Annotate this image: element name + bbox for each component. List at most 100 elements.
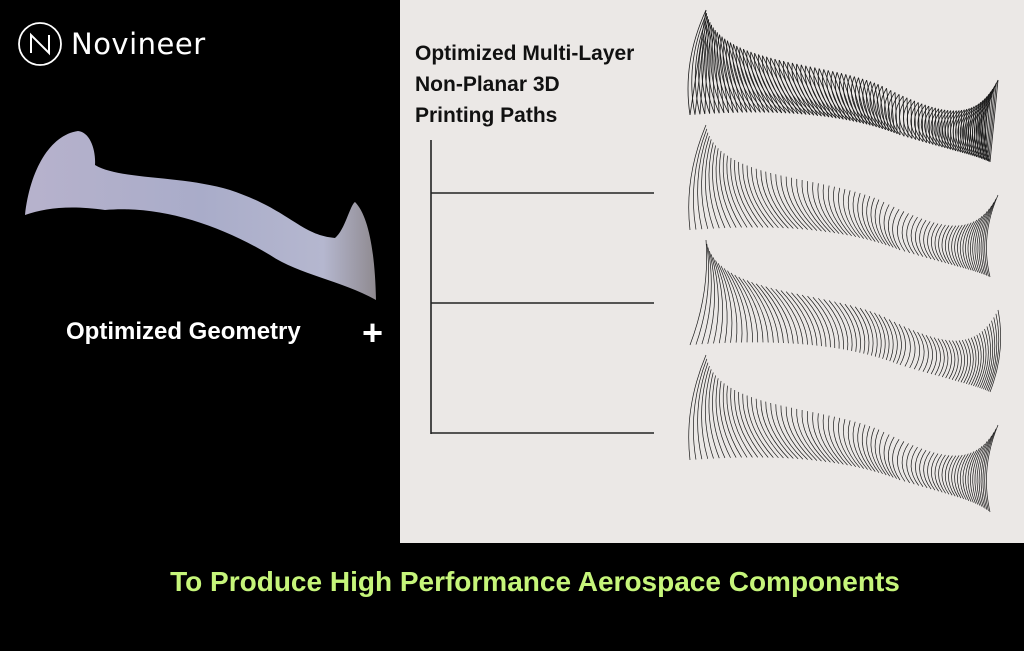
print-path-line	[730, 387, 753, 458]
print-path-line	[795, 63, 822, 117]
print-path-line	[844, 303, 861, 353]
print-path-line	[826, 70, 848, 121]
print-path-line	[742, 393, 769, 458]
print-path-line	[930, 108, 940, 147]
print-path-line	[970, 336, 979, 386]
print-path-line	[906, 100, 917, 140]
print-path-line	[915, 218, 924, 257]
print-path-line	[970, 218, 980, 272]
brand-logo: Novineer	[17, 21, 206, 67]
print-path-line	[834, 72, 854, 122]
print-path-line	[701, 135, 710, 229]
print-path-line	[914, 103, 924, 142]
print-path-line	[787, 61, 815, 116]
print-path-line	[975, 333, 984, 387]
print-path-line	[722, 38, 743, 113]
print-path-line	[972, 446, 983, 505]
print-path-line	[726, 385, 748, 458]
print-path-line	[765, 286, 794, 344]
print-path-line	[704, 19, 710, 114]
print-path-line	[977, 94, 990, 160]
print-path-line	[948, 225, 957, 266]
print-path-line	[796, 408, 822, 462]
print-path-line	[944, 110, 954, 151]
print-path-line	[843, 74, 861, 124]
print-path-line	[854, 306, 870, 355]
print-path-line	[874, 312, 886, 359]
print-path-layer	[689, 239, 1001, 393]
optimized-geometry-shape	[25, 131, 376, 300]
print-path-line	[925, 334, 933, 374]
print-path-line	[884, 90, 895, 134]
print-path-line	[775, 404, 804, 460]
print-path-line	[869, 82, 883, 130]
print-path-line	[883, 316, 894, 362]
print-path-line	[897, 441, 906, 482]
print-path-line	[801, 179, 827, 232]
print-path-line	[715, 148, 731, 228]
print-path-line	[983, 323, 994, 390]
tagline: To Produce High Performance Aerospace Co…	[170, 566, 900, 597]
print-path-line	[988, 83, 997, 162]
print-path-line	[707, 27, 720, 114]
print-path-line	[917, 331, 925, 371]
print-path-line	[838, 417, 856, 468]
print-path-line	[727, 40, 748, 113]
print-path-line	[951, 455, 960, 498]
n-circle-logo-icon	[18, 22, 62, 66]
print-path-line	[778, 60, 807, 115]
print-path-line	[866, 426, 880, 473]
print-path-line	[828, 300, 849, 351]
print-path-line	[817, 413, 840, 464]
print-path-line	[712, 375, 726, 459]
print-path-line	[751, 397, 779, 459]
print-path-line	[697, 132, 709, 230]
print-path-line	[854, 77, 871, 126]
print-path-line	[698, 19, 710, 115]
print-path-line	[804, 65, 830, 118]
print-path-line	[921, 333, 929, 372]
print-path-line	[979, 328, 989, 389]
print-path-line	[791, 62, 818, 116]
print-path-line	[944, 455, 953, 496]
print-path-line	[934, 454, 943, 493]
print-path-line	[876, 85, 889, 132]
print-path-line	[719, 36, 739, 113]
print-path-line	[689, 239, 708, 346]
print-path-line	[730, 272, 753, 343]
print-path-line	[719, 150, 737, 228]
print-path-line	[760, 284, 789, 344]
print-path-line	[712, 257, 723, 344]
print-path-line	[908, 328, 916, 369]
print-path-line	[822, 184, 844, 235]
print-path-line	[806, 181, 831, 233]
print-path-line	[929, 336, 937, 375]
print-path-line	[930, 453, 939, 492]
print-path-line	[957, 340, 965, 382]
print-path-line	[849, 305, 866, 354]
print-path-line	[705, 369, 714, 459]
print-path-line	[838, 73, 858, 123]
printing-paths-title: Optimized Multi-Layer Non-Planar 3D Prin…	[415, 38, 634, 131]
print-path-line	[910, 99, 913, 139]
print-path-line	[746, 50, 774, 113]
print-path-line	[910, 216, 919, 256]
print-path-line	[822, 69, 844, 120]
print-path-line	[948, 455, 957, 497]
print-path-line	[883, 434, 894, 478]
print-path-line	[870, 427, 883, 475]
print-path-line	[742, 163, 769, 228]
print-path-line	[957, 224, 966, 269]
print-path-line	[927, 452, 936, 491]
print-path-line	[838, 187, 856, 238]
print-path-line	[984, 320, 996, 391]
print-path-line	[708, 372, 720, 459]
print-path-line	[851, 76, 868, 125]
print-path-line	[897, 211, 906, 252]
print-path-line	[730, 42, 752, 113]
print-path-line	[984, 428, 997, 511]
print-path-line	[859, 307, 874, 356]
print-path-line	[959, 108, 970, 155]
print-path-line	[966, 108, 970, 155]
print-path-line	[927, 107, 937, 146]
